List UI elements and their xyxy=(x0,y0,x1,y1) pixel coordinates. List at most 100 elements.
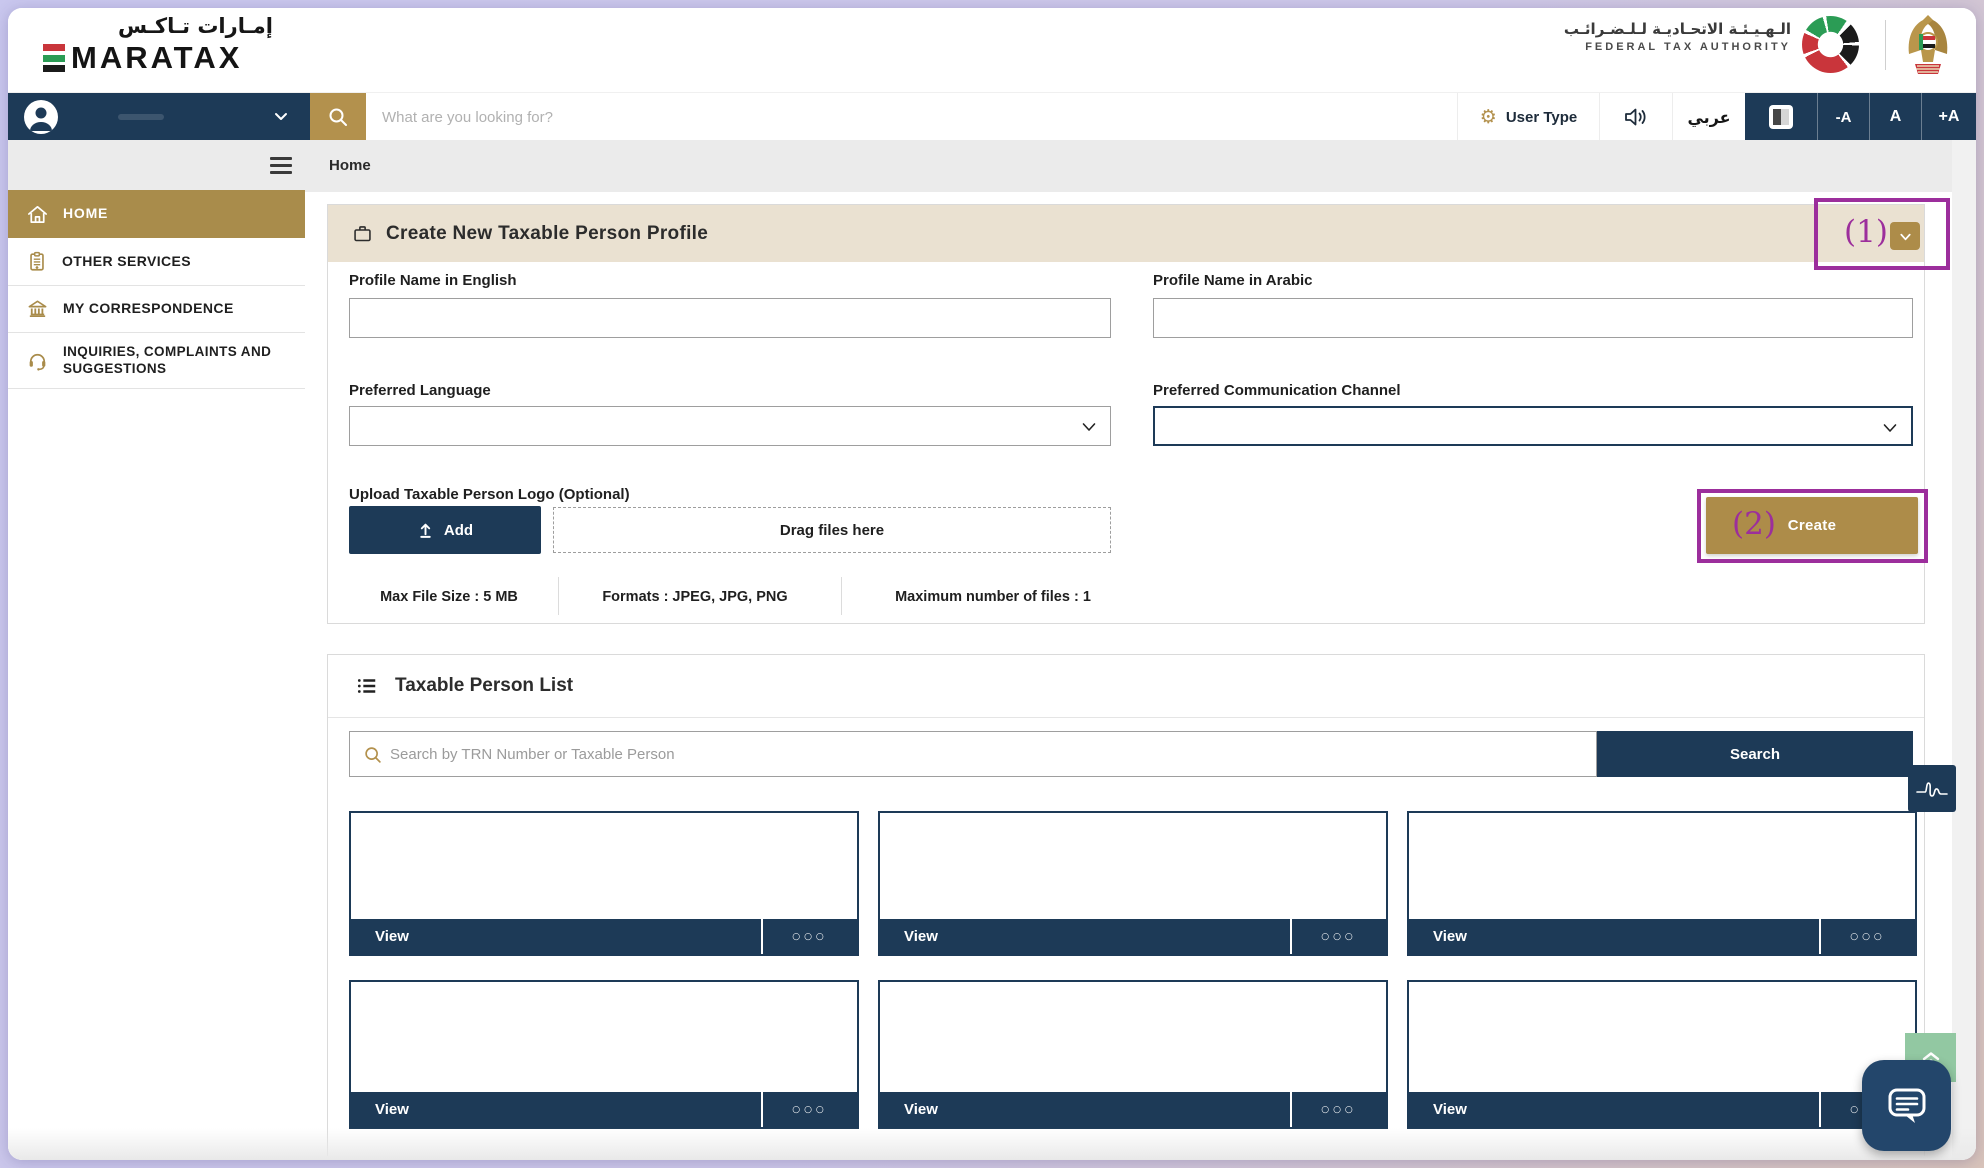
view-button[interactable]: View xyxy=(375,1101,409,1118)
trn-search-input[interactable] xyxy=(390,732,1590,776)
chat-support-button[interactable] xyxy=(1862,1060,1951,1151)
card-menu-ellipsis-icon[interactable]: ○○○ xyxy=(1819,919,1915,954)
annotation-step2-number: (2) xyxy=(1732,506,1776,542)
drag-drop-zone[interactable]: Drag files here xyxy=(553,507,1111,553)
home-icon xyxy=(28,205,47,223)
drag-zone-label: Drag files here xyxy=(779,521,885,539)
font-decrease-button[interactable]: -A xyxy=(1817,93,1869,141)
sidebar: HOME OTHER SERVICES MY CORRESPONDENCE IN… xyxy=(8,190,305,1160)
list-panel-header: Taxable Person List xyxy=(356,675,573,697)
meta-divider xyxy=(558,577,559,615)
clipboard-icon xyxy=(30,251,44,271)
emaratax-logo-text: MARATAX xyxy=(71,40,243,75)
create-panel-header: Create New Taxable Person Profile xyxy=(328,205,1924,262)
emaratax-logo-arabic: إمـارات تـاكـس xyxy=(118,14,273,38)
taxable-person-card: View ○○○ xyxy=(878,980,1388,1129)
annotation-step2-box xyxy=(1697,489,1928,563)
sidebar-item-home[interactable]: HOME xyxy=(8,190,305,238)
sidebar-item-inquiries-complaints[interactable]: INQUIRIES, COMPLAINTS AND SUGGESTIONS xyxy=(8,333,305,389)
chat-bubble-icon xyxy=(1888,1088,1925,1123)
bank-icon xyxy=(28,300,47,317)
card-body xyxy=(1409,982,1915,1092)
chevron-down-icon xyxy=(275,113,287,120)
language-toggle-button[interactable]: عربي xyxy=(1672,93,1745,141)
card-footer: View ○○○ xyxy=(351,1092,857,1127)
list-icon xyxy=(357,679,376,693)
emaratax-logo: إمـارات تـاكـس MARATAX xyxy=(43,14,283,76)
preferred-channel-select[interactable] xyxy=(1153,406,1913,446)
card-body xyxy=(351,813,857,919)
sidebar-item-label: MY CORRESPONDENCE xyxy=(63,300,234,317)
card-body xyxy=(1409,813,1915,919)
panel-collapse-button[interactable] xyxy=(1890,222,1920,250)
chevron-down-icon xyxy=(1082,423,1096,431)
taxable-person-list-panel: Taxable Person List Search View ○○○ View… xyxy=(327,654,1925,1156)
breadcrumb: Home xyxy=(329,157,371,174)
taxable-person-card: View ○○○ xyxy=(349,811,859,956)
taxable-person-card: View ○○○ xyxy=(878,811,1388,956)
formats-note: Formats : JPEG, JPG, PNG xyxy=(602,589,788,605)
search-icon xyxy=(329,108,347,126)
font-default-button[interactable]: A xyxy=(1869,93,1921,141)
app-window: إمـارات تـاكـس MARATAX الـهـيـئـة الاتحـ… xyxy=(8,8,1976,1160)
gear-icon: ⚙ xyxy=(1479,105,1497,128)
preferred-language-select[interactable] xyxy=(349,406,1111,446)
emaratax-flag-bars-icon xyxy=(43,44,65,72)
card-footer: View ○○○ xyxy=(351,919,857,954)
view-button[interactable]: View xyxy=(1433,1101,1467,1118)
upload-logo-label: Upload Taxable Person Logo (Optional) xyxy=(349,486,630,503)
briefcase-icon xyxy=(354,226,371,242)
card-footer: View ○○○ xyxy=(1409,919,1915,954)
create-button[interactable]: Create xyxy=(1706,497,1918,554)
card-footer: View ○○○ xyxy=(880,919,1386,954)
create-panel-title: Create New Taxable Person Profile xyxy=(386,222,709,244)
chevron-down-icon xyxy=(1899,233,1911,240)
accessibility-signature-tab[interactable] xyxy=(1908,765,1956,812)
sidebar-toggle-hamburger-icon[interactable] xyxy=(270,157,292,174)
annotation-step1-box xyxy=(1814,198,1950,270)
upload-icon xyxy=(420,523,431,538)
create-taxable-person-panel: Create New Taxable Person Profile Profil… xyxy=(327,204,1925,624)
card-body xyxy=(351,982,857,1092)
view-button[interactable]: View xyxy=(1433,928,1467,945)
view-button[interactable]: View xyxy=(375,928,409,945)
fta-name-english: FEDERAL TAX AUTHORITY xyxy=(1585,41,1791,53)
card-menu-ellipsis-icon[interactable]: ○○○ xyxy=(1290,919,1386,954)
meta-divider xyxy=(841,577,842,615)
card-body xyxy=(880,982,1386,1092)
contrast-icon xyxy=(1769,105,1793,129)
font-increase-button[interactable]: +A xyxy=(1921,93,1976,141)
user-menu[interactable] xyxy=(8,93,310,141)
signature-squiggle-icon xyxy=(1916,781,1948,797)
card-menu-ellipsis-icon[interactable]: ○○○ xyxy=(1290,1092,1386,1127)
user-type-button[interactable]: ⚙ User Type xyxy=(1457,93,1599,141)
max-file-size-note: Max File Size : 5 MB xyxy=(380,589,518,605)
trn-search-button[interactable]: Search xyxy=(1597,731,1913,777)
headset-icon xyxy=(29,353,46,371)
fta-roundel-logo-icon xyxy=(1802,16,1859,73)
card-footer: View ○○○ xyxy=(880,1092,1386,1127)
taxable-person-cards: View ○○○ View ○○○ View ○○○ xyxy=(349,811,1917,1129)
sidebar-item-other-services[interactable]: OTHER SERVICES xyxy=(8,238,305,286)
global-search-input[interactable] xyxy=(366,93,1457,141)
trn-search-field xyxy=(349,731,1597,777)
contrast-toggle-button[interactable] xyxy=(1745,93,1817,141)
toolbar: ⚙ User Type عربي -A A +A xyxy=(8,92,1976,141)
profile-name-ar-label: Profile Name in Arabic xyxy=(1153,272,1313,289)
add-file-button[interactable]: Add xyxy=(349,506,541,554)
taxable-person-card: View ○○○ xyxy=(1407,811,1917,956)
text-to-speech-button[interactable] xyxy=(1599,93,1672,141)
view-button[interactable]: View xyxy=(904,1101,938,1118)
profile-name-en-label: Profile Name in English xyxy=(349,272,517,289)
header: إمـارات تـاكـس MARATAX الـهـيـئـة الاتحـ… xyxy=(8,8,1976,92)
view-button[interactable]: View xyxy=(904,928,938,945)
fta-wordmark: الـهـيـئـة الاتحـاديـة لـلـضـرائـب FEDER… xyxy=(1553,20,1791,53)
card-menu-ellipsis-icon[interactable]: ○○○ xyxy=(761,919,857,954)
max-files-note: Maximum number of files : 1 xyxy=(895,589,1091,605)
profile-name-en-input[interactable] xyxy=(349,298,1111,338)
sidebar-item-my-correspondence[interactable]: MY CORRESPONDENCE xyxy=(8,286,305,333)
profile-name-ar-input[interactable] xyxy=(1153,298,1913,338)
search-button[interactable] xyxy=(310,93,366,141)
card-menu-ellipsis-icon[interactable]: ○○○ xyxy=(761,1092,857,1127)
scrollbar-track[interactable] xyxy=(1952,140,1976,1160)
